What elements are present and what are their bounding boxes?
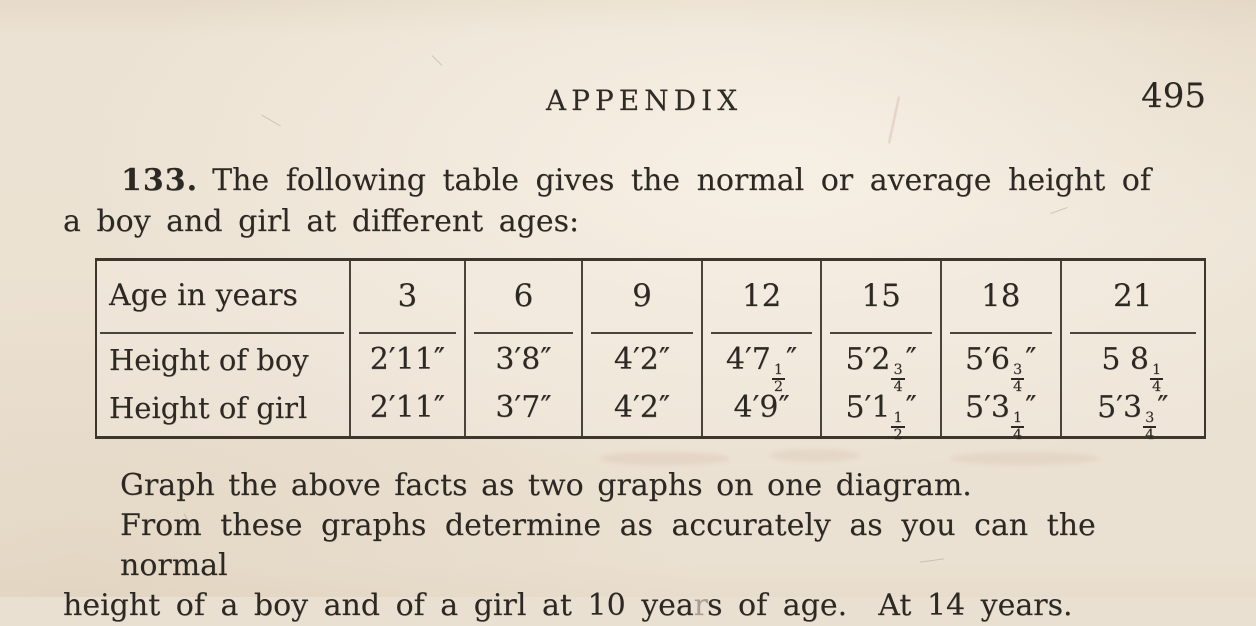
value-cell-age-15: 5′2 3 4 ″ 5′1 1 2 ″ bbox=[822, 333, 942, 444]
instruction-line-3: height of a boy and of a girl at 10 year… bbox=[63, 586, 1213, 626]
age-column-header: 6 bbox=[466, 261, 584, 334]
boy-height-age-18: 5′6 3 4 ″ bbox=[965, 342, 1037, 396]
value-cell-age-3: 2′11″ 2′11″ bbox=[351, 333, 466, 436]
row-label-boy: Height of boy bbox=[109, 343, 309, 377]
faint-letter: r bbox=[693, 588, 708, 623]
intro-text-1: The following table gives the normal or … bbox=[212, 163, 1151, 198]
intro-line-2: a boy and girl at different ages: bbox=[63, 204, 580, 239]
age-column-header: 9 bbox=[583, 261, 703, 334]
value-cell-age-6: 3′8″ 3′7″ bbox=[466, 333, 584, 436]
instruction-line-3-post: s of age. At 14 years. bbox=[707, 588, 1073, 623]
paper-smudge bbox=[600, 452, 730, 465]
boy-height-age-15: 5′2 3 4 ″ bbox=[845, 342, 917, 396]
girl-height-age-21: 5′3 3 4 ″ bbox=[1097, 390, 1169, 444]
running-head: APPENDIX bbox=[545, 84, 743, 117]
paper-smudge bbox=[770, 449, 860, 462]
age-column-header: 18 bbox=[942, 261, 1062, 334]
table-header-age-label: Age in years bbox=[97, 261, 352, 334]
problem-intro: 133. The following table gives the normal… bbox=[63, 160, 1203, 242]
instruction-line-1: Graph the above facts as two graphs on o… bbox=[120, 468, 972, 503]
value-cell-age-9: 4′2″ 4′2″ bbox=[583, 333, 703, 436]
value-cell-age-12: 4′7 1 2 ″ 4′9″ bbox=[703, 333, 823, 436]
problem-instructions: Graph the above facts as two graphs on o… bbox=[63, 466, 1213, 626]
girl-height-age-12: 4′9″ bbox=[733, 390, 790, 425]
girl-height-age-3: 2′11″ bbox=[369, 390, 445, 425]
instruction-line-3-pre: height of a boy and of a girl at 10 yea bbox=[63, 588, 694, 623]
heights-table: Age in years 3 6 9 12 15 18 21 Height of… bbox=[95, 258, 1206, 444]
page-number: 495 bbox=[1141, 76, 1206, 116]
paper-smudge bbox=[950, 452, 1100, 465]
age-column-header: 12 bbox=[703, 261, 823, 334]
row-labels-cell: Height of boy Height of girl bbox=[97, 333, 352, 436]
boy-height-age-6: 3′8″ bbox=[495, 342, 552, 377]
intro-line-1: 133. The following table gives the normal… bbox=[63, 160, 1203, 201]
age-column-header: 15 bbox=[822, 261, 942, 334]
boy-height-age-3: 2′11″ bbox=[369, 342, 445, 377]
girl-height-age-15: 5′1 1 2 ″ bbox=[845, 390, 917, 444]
value-cell-age-18: 5′6 3 4 ″ 5′3 1 4 ″ bbox=[942, 333, 1062, 444]
age-column-header: 3 bbox=[351, 261, 466, 334]
paper-fiber bbox=[431, 55, 443, 66]
girl-height-age-18: 5′3 1 4 ″ bbox=[965, 390, 1037, 444]
girl-height-age-6: 3′7″ bbox=[495, 390, 552, 425]
boy-height-age-9: 4′2″ bbox=[613, 342, 671, 377]
girl-height-age-9: 4′2″ bbox=[613, 390, 671, 425]
age-column-header: 21 bbox=[1062, 261, 1205, 334]
problem-number: 133. bbox=[121, 163, 199, 198]
row-label-girl: Height of girl bbox=[109, 391, 308, 425]
boy-height-age-12: 4′7 1 2 ″ bbox=[725, 342, 798, 396]
instruction-line-2: From these graphs determine as accuratel… bbox=[120, 508, 1115, 583]
